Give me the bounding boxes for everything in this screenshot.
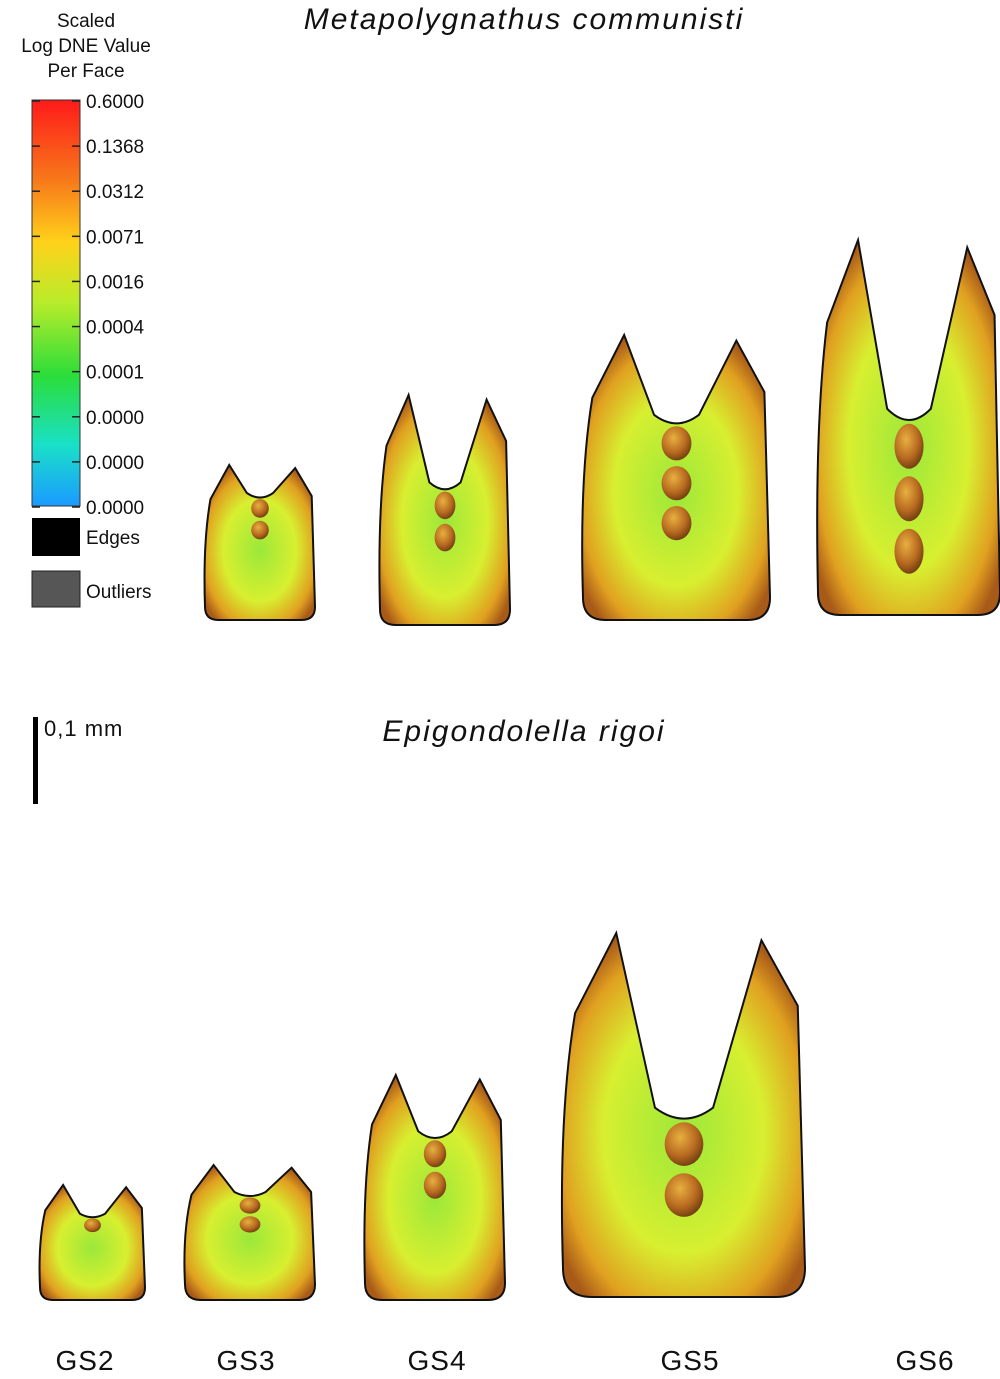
node (665, 1122, 704, 1166)
node (662, 466, 692, 500)
species-title: Metapolygnathus communisti (304, 3, 745, 36)
color-bar-label: 0.0016 (86, 272, 144, 293)
legend-title: Scaled (57, 11, 115, 32)
node (424, 1172, 446, 1199)
color-bar-label: 0.0312 (86, 182, 144, 203)
node (435, 492, 456, 520)
edges-label: Edges (86, 528, 140, 549)
legend-title: Log DNE Value (21, 36, 151, 57)
node (662, 426, 692, 460)
node (424, 1140, 446, 1167)
color-bar (32, 100, 80, 506)
node (84, 1218, 101, 1232)
color-bar-label: 0.1368 (86, 137, 144, 158)
legend-title: Per Face (47, 61, 124, 82)
node (894, 476, 923, 521)
species-title: Epigondolella rigoi (382, 715, 665, 748)
node (894, 424, 923, 469)
node (240, 1216, 261, 1232)
node (251, 499, 269, 518)
conodont-element (184, 1165, 315, 1300)
stage-label: GS6 (895, 1345, 954, 1376)
stage-label: GS4 (407, 1345, 466, 1376)
node (240, 1197, 261, 1213)
color-bar-label: 0.0000 (86, 498, 144, 519)
stage-label: GS5 (660, 1345, 719, 1376)
color-bar-label: 0.0004 (86, 318, 145, 339)
color-bar-label: 0.0071 (86, 227, 144, 248)
node (251, 521, 269, 540)
node (665, 1173, 704, 1217)
scale-bar (33, 717, 38, 804)
edges-swatch (32, 518, 80, 556)
color-bar-label: 0.0001 (86, 363, 144, 384)
node (894, 529, 923, 574)
stage-label: GS3 (216, 1345, 275, 1376)
color-bar-label: 0.0000 (86, 453, 144, 474)
color-bar-label: 0.0000 (86, 408, 144, 429)
outliers-label: Outliers (86, 582, 151, 603)
conodont-element (40, 1185, 145, 1300)
stage-label: GS2 (55, 1345, 114, 1376)
color-bar-label: 0.6000 (86, 92, 144, 113)
conodont-element (562, 933, 805, 1297)
node (662, 506, 692, 540)
scale-bar-label: 0,1 mm (44, 716, 123, 741)
node (435, 524, 456, 552)
legend: Scaled Log DNE Value Per Face 0.6000 0.13… (21, 11, 151, 607)
outliers-swatch (32, 571, 80, 607)
figure: Scaled Log DNE Value Per Face 0.6000 0.13… (0, 0, 1000, 1379)
conodont-element (205, 465, 315, 620)
